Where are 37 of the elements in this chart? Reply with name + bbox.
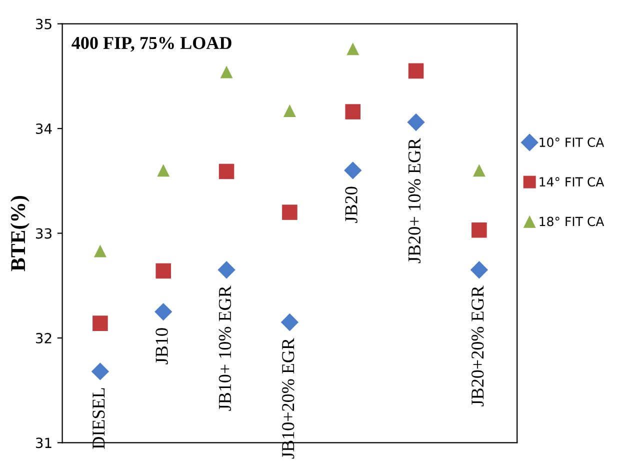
x-tick-label: JB10+20% EGR [282, 338, 294, 459]
point [157, 164, 170, 177]
point [472, 164, 486, 177]
legend-label: 10° FIT CA [540, 138, 604, 148]
y-axis-title: BTE(%) [10, 196, 30, 272]
x-tick-label: JB10 [156, 328, 168, 364]
legend-label: 18° FIT CA [540, 216, 604, 226]
point [407, 113, 425, 132]
point [220, 66, 233, 78]
point [218, 261, 236, 279]
point [218, 164, 234, 180]
annotation: 400 FIP, 75% LOAD [72, 36, 232, 52]
y-tick-label: 32 [36, 332, 52, 344]
x-tick-label: JB20 [345, 186, 358, 223]
y-tick-label: 35 [36, 18, 52, 30]
point [283, 104, 296, 117]
point [156, 263, 172, 279]
point [154, 302, 172, 321]
x-tick-label: JB20+ 10% EGR [408, 138, 421, 264]
x-tick-label: JB10+ 10% EGR [218, 286, 232, 411]
point [408, 63, 424, 79]
point [282, 204, 298, 220]
point [91, 362, 110, 380]
legend-label: 14° FIT CA [540, 177, 604, 187]
y-tick-label: 34 [36, 123, 52, 134]
x-tick-label: JB20+20% EGR [472, 286, 484, 406]
point [344, 162, 362, 180]
y-tick-label: 33 [36, 228, 52, 239]
point [345, 104, 360, 120]
point [92, 316, 108, 331]
point [470, 261, 488, 279]
y-tick-label: 31 [36, 438, 52, 448]
point [280, 313, 299, 332]
point [94, 244, 106, 258]
x-tick-label: DIESEL [92, 388, 105, 449]
point [472, 222, 487, 238]
point [346, 42, 360, 56]
